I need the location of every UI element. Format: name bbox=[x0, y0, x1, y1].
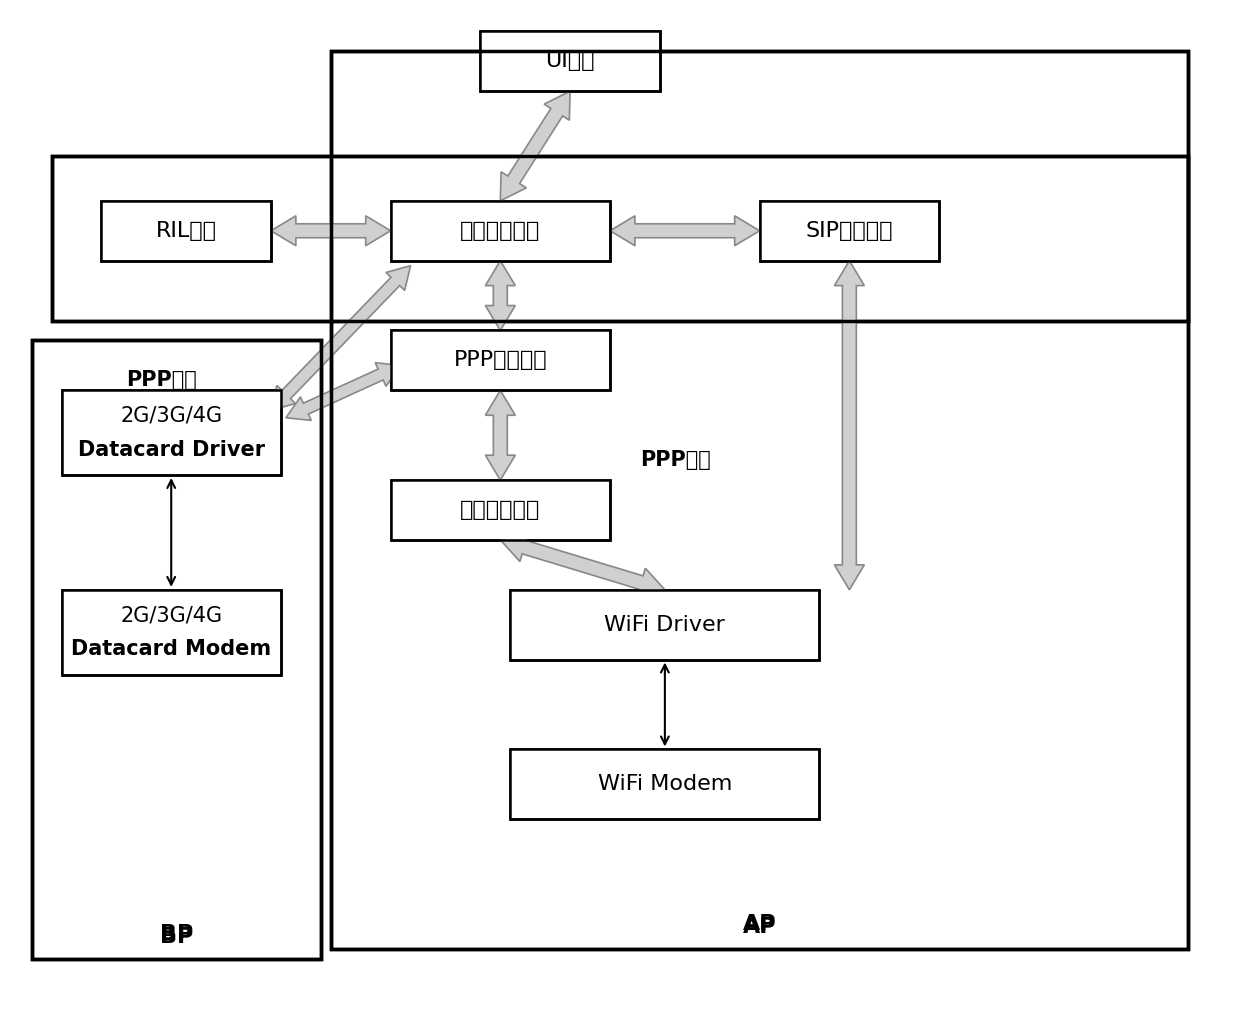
Polygon shape bbox=[272, 265, 410, 411]
Bar bbox=[480, 32, 660, 91]
Polygon shape bbox=[485, 261, 516, 331]
Polygon shape bbox=[500, 532, 665, 597]
Bar bbox=[511, 590, 820, 659]
Text: AP: AP bbox=[743, 916, 776, 937]
Text: WiFi Modem: WiFi Modem bbox=[598, 774, 732, 795]
Polygon shape bbox=[610, 216, 760, 246]
Text: 切换控制单元: 切换控制单元 bbox=[460, 221, 541, 241]
Text: SIP会话单元: SIP会话单元 bbox=[806, 221, 893, 241]
Bar bbox=[391, 331, 610, 390]
Text: 隧道协议单元: 隧道协议单元 bbox=[460, 500, 541, 520]
Bar bbox=[52, 156, 1188, 321]
Text: RIL接口: RIL接口 bbox=[156, 221, 217, 241]
Text: 切换控制单元: 切换控制单元 bbox=[460, 221, 541, 241]
Polygon shape bbox=[500, 91, 570, 201]
Bar bbox=[62, 590, 281, 675]
Polygon shape bbox=[485, 390, 516, 480]
Bar bbox=[511, 590, 820, 659]
Text: WiFi Driver: WiFi Driver bbox=[604, 614, 725, 635]
Text: SIP会话单元: SIP会话单元 bbox=[806, 221, 893, 241]
Bar bbox=[481, 33, 658, 90]
Text: BP: BP bbox=[160, 927, 193, 947]
Text: Datacard Driver: Datacard Driver bbox=[78, 438, 265, 458]
Text: RIL接口: RIL接口 bbox=[156, 221, 217, 241]
Text: 2G/3G/4G: 2G/3G/4G bbox=[120, 408, 222, 427]
Bar bbox=[331, 51, 1188, 949]
Text: PPP协议单元: PPP协议单元 bbox=[454, 350, 547, 371]
Bar bbox=[62, 390, 281, 475]
Text: PPP报文: PPP报文 bbox=[640, 451, 711, 470]
Text: BP: BP bbox=[160, 924, 193, 944]
Bar bbox=[760, 201, 939, 261]
Bar bbox=[391, 331, 610, 390]
Bar bbox=[391, 480, 610, 540]
Bar bbox=[511, 750, 820, 819]
Bar bbox=[52, 156, 1188, 321]
Bar bbox=[62, 391, 280, 474]
Polygon shape bbox=[835, 261, 864, 590]
Bar bbox=[31, 340, 321, 958]
Text: AP: AP bbox=[743, 913, 776, 934]
Text: WiFi Modem: WiFi Modem bbox=[598, 774, 732, 795]
Bar bbox=[511, 750, 820, 819]
Bar bbox=[392, 202, 609, 260]
Bar bbox=[392, 481, 609, 539]
Bar bbox=[62, 390, 281, 475]
Polygon shape bbox=[286, 362, 401, 421]
Text: WiFi Driver: WiFi Driver bbox=[604, 614, 725, 635]
Text: UI界面: UI界面 bbox=[546, 51, 595, 72]
Bar bbox=[103, 202, 270, 260]
Bar bbox=[760, 201, 939, 261]
Text: PPP报文: PPP报文 bbox=[126, 371, 197, 390]
Bar bbox=[511, 591, 818, 658]
Bar bbox=[392, 332, 609, 389]
Bar bbox=[511, 751, 818, 818]
Text: 隧道协议单元: 隧道协议单元 bbox=[460, 500, 541, 520]
Polygon shape bbox=[272, 216, 391, 246]
Bar bbox=[102, 201, 272, 261]
Text: PPP协议单元: PPP协议单元 bbox=[454, 350, 547, 371]
Bar bbox=[62, 590, 281, 675]
Text: 2G/3G/4G: 2G/3G/4G bbox=[120, 607, 222, 627]
Text: Datacard Driver: Datacard Driver bbox=[78, 439, 265, 460]
Text: Datacard Modem: Datacard Modem bbox=[71, 639, 272, 659]
Text: 2G/3G/4G: 2G/3G/4G bbox=[120, 406, 222, 426]
Bar bbox=[760, 202, 939, 260]
Bar bbox=[480, 32, 660, 91]
Bar bbox=[102, 201, 272, 261]
Bar bbox=[31, 340, 321, 958]
Bar bbox=[391, 201, 610, 261]
Bar bbox=[391, 201, 610, 261]
Bar bbox=[331, 51, 1188, 949]
Text: 2G/3G/4G: 2G/3G/4G bbox=[120, 605, 222, 626]
Bar bbox=[391, 480, 610, 540]
Text: UI界面: UI界面 bbox=[546, 51, 595, 72]
Bar bbox=[62, 591, 280, 674]
Text: Datacard Modem: Datacard Modem bbox=[71, 637, 272, 657]
